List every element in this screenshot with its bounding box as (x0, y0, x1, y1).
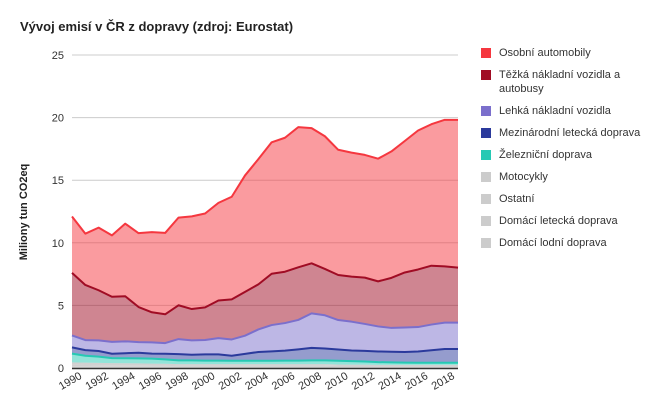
y-tick-label: 0 (58, 363, 64, 375)
legend-item[interactable]: Domácí lodní doprava (481, 236, 661, 250)
x-tick-label: 2010 (323, 370, 350, 393)
legend-item[interactable]: Osobní automobily (481, 46, 661, 60)
legend: Osobní automobily Těžká nákladní vozidla… (481, 46, 661, 258)
legend-swatch (481, 238, 491, 248)
x-tick-label: 2012 (350, 370, 377, 393)
legend-label: Lehká nákladní vozidla (499, 105, 611, 117)
x-tick-label: 2014 (376, 370, 403, 393)
legend-item[interactable]: Železniční doprava (481, 148, 661, 162)
legend-item[interactable]: Motocykly (481, 170, 661, 184)
y-tick-label: 10 (52, 238, 64, 250)
legend-swatch (481, 70, 491, 80)
legend-label: Osobní automobily (499, 47, 591, 59)
series-lines (71, 118, 459, 364)
x-tick-label: 2016 (403, 370, 430, 393)
area-osobn-automobily (72, 119, 458, 315)
legend-item[interactable]: Těžká nákladní vozidla a autobusy (481, 68, 661, 96)
area-dom-c-leteck-doprava (72, 366, 458, 368)
x-tick-label: 2008 (296, 370, 323, 393)
line--elezni-n-doprava (71, 352, 458, 364)
legend-label: Mezinárodní letecká doprava (499, 127, 641, 139)
y-tick-label: 15 (52, 175, 64, 187)
x-tick-label: 1996 (137, 370, 164, 393)
legend-label: Ostatní (499, 193, 535, 205)
legend-item[interactable]: Domácí letecká doprava (481, 214, 661, 228)
x-axis-ticks: 1990 1992 1994 1996 1998 2000 2002 2004 2006 2008… (57, 370, 457, 393)
legend-swatch (481, 194, 491, 204)
legend-label: Železniční doprava (499, 149, 592, 161)
legend-swatch (481, 128, 491, 138)
x-tick-label: 2006 (270, 370, 297, 393)
area-ostatn- (72, 364, 458, 368)
line-t-k-n-kladn-vozidla-a-autobusy (71, 262, 459, 316)
y-tick-label: 5 (58, 300, 64, 312)
y-tick-label: 25 (52, 50, 64, 62)
x-tick-label: 2000 (190, 370, 217, 393)
legend-label: Domácí lodní doprava (499, 237, 607, 249)
x-tick-label: 1994 (110, 370, 137, 393)
line-mezin-rodn-leteck-doprava (71, 346, 458, 357)
legend-item[interactable]: Ostatní (481, 192, 661, 206)
x-tick-label: 2018 (430, 370, 457, 393)
legend-swatch (481, 216, 491, 226)
area-motocykly (72, 362, 458, 367)
area-layers (72, 119, 458, 368)
legend-swatch (481, 150, 491, 160)
legend-swatch (481, 48, 491, 58)
legend-swatch (481, 172, 491, 182)
legend-label: Těžká nákladní vozidla a autobusy (499, 69, 621, 95)
line-lehk-n-kladn-vozidla (71, 312, 458, 345)
legend-label: Motocykly (499, 171, 548, 183)
legend-swatch (481, 106, 491, 116)
y-axis-ticks: 0 5 10 15 20 25 (52, 50, 64, 375)
legend-item[interactable]: Lehká nákladní vozidla (481, 104, 661, 118)
x-tick-label: 1992 (84, 370, 111, 393)
x-tick-label: 2002 (217, 370, 244, 393)
chart-title: Vývoj emisí v ČR z dopravy (zdroj: Euros… (20, 19, 294, 34)
line-osobn-automobily (71, 118, 458, 237)
legend-label: Domácí letecká doprava (499, 215, 618, 227)
x-tick-label: 1998 (163, 370, 190, 393)
y-tick-label: 20 (52, 113, 64, 125)
x-tick-label: 2004 (243, 370, 270, 393)
legend-item[interactable]: Mezinárodní letecká doprava (481, 126, 661, 140)
